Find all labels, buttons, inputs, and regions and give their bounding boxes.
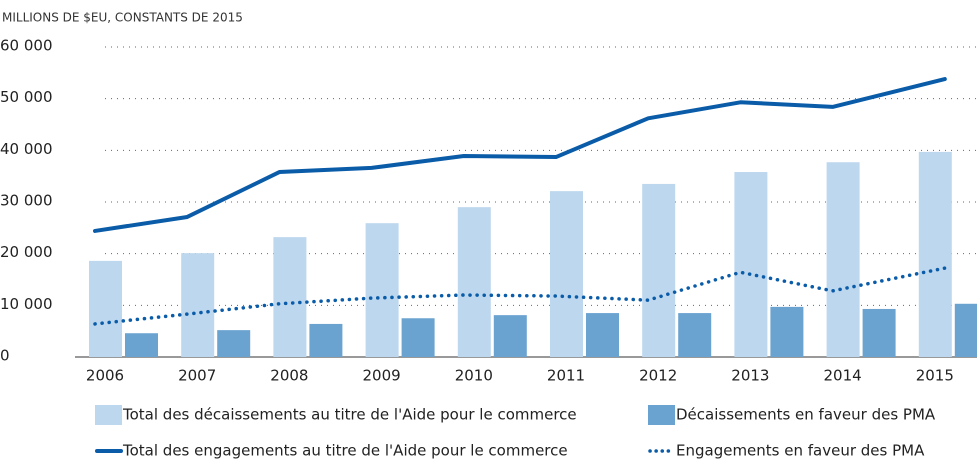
bar (954, 303, 977, 357)
x-tick-label: 2010 (455, 367, 493, 385)
bar (734, 172, 768, 357)
legend-label: Total des décaissements au titre de l'Ai… (122, 406, 577, 424)
bar (125, 333, 158, 357)
axis-unit-title: MILLIONS DE $EU, CONSTANTS DE 2015 (2, 11, 243, 25)
bar (181, 253, 215, 357)
y-tick-label: 0 (0, 347, 10, 365)
bar (217, 330, 251, 357)
bar (365, 223, 399, 357)
x-tick-label: 2013 (731, 367, 769, 385)
bar (493, 315, 527, 357)
legend-swatch (648, 405, 675, 425)
legend-label: Total des engagements au titre de l'Aide… (122, 442, 568, 460)
x-tick-label: 2008 (270, 367, 308, 385)
bar (642, 183, 676, 357)
bar (89, 260, 122, 357)
bar (550, 191, 583, 357)
bar (401, 318, 435, 357)
x-tick-label: 2015 (916, 367, 954, 385)
line (93, 77, 947, 233)
legend-label: Engagements en faveur des PMA (676, 442, 925, 460)
legend-label: Décaissements en faveur des PMA (676, 406, 936, 424)
x-tick-label: 2007 (178, 367, 216, 385)
bar (273, 237, 307, 357)
bar (678, 313, 712, 357)
bar (918, 151, 952, 357)
bar (586, 313, 619, 357)
x-tick-label: 2006 (86, 367, 124, 385)
bar (309, 323, 343, 357)
y-tick-label: 10 000 (0, 295, 53, 313)
y-tick-label: 30 000 (0, 192, 53, 210)
bar (770, 306, 804, 357)
x-tick-label: 2014 (824, 367, 862, 385)
y-tick-label: 40 000 (0, 140, 53, 158)
legend-swatch (95, 405, 122, 425)
y-tick-label: 50 000 (0, 88, 53, 106)
x-tick-label: 2009 (363, 367, 401, 385)
bar (862, 308, 896, 357)
bar (457, 207, 491, 357)
x-tick-label: 2011 (547, 367, 585, 385)
x-tick-label: 2012 (639, 367, 677, 385)
bar (826, 162, 860, 357)
y-tick-label: 20 000 (0, 243, 53, 261)
y-tick-label: 60 000 (0, 37, 53, 55)
